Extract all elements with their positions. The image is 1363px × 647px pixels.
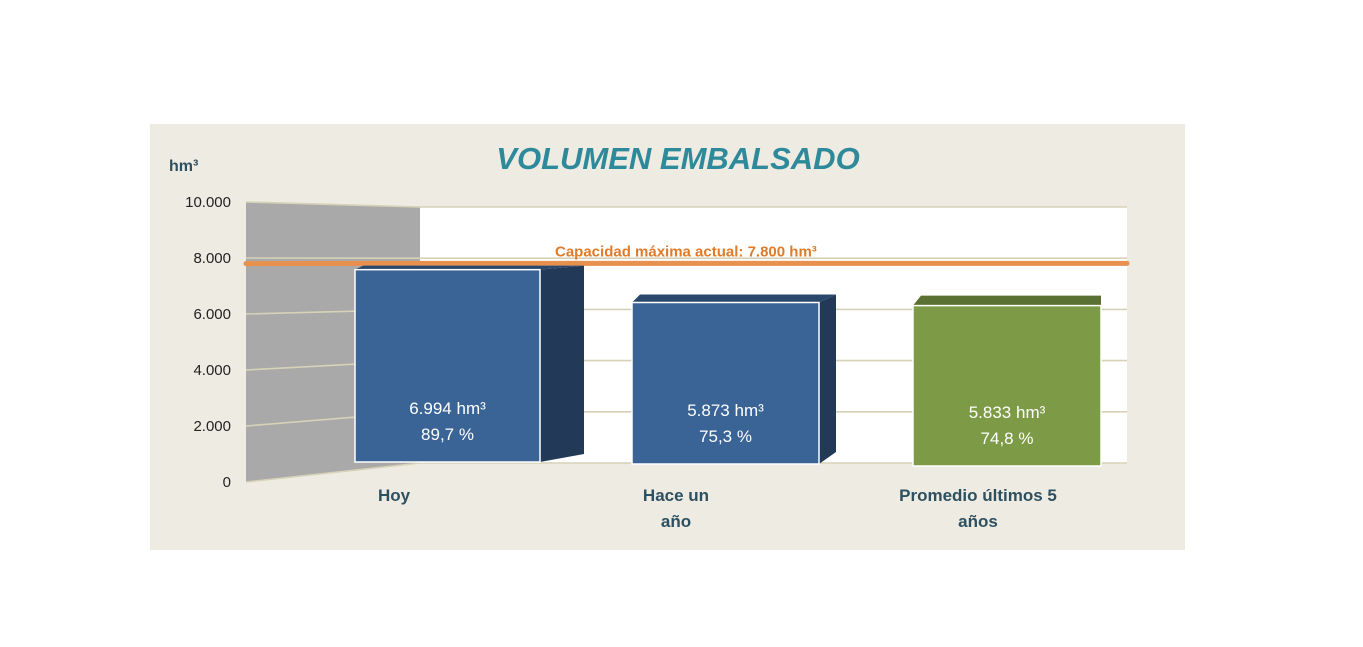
bar-chart: VOLUMEN EMBALSADO hm³ 0 2.000 4.000 6.000 8.… [169,141,1130,531]
chart-panel: VOLUMEN EMBALSADO hm³ 0 2.000 4.000 6.000 8.… [150,124,1185,550]
bar-front-face [912,304,1102,467]
category-label: Promedio últimos 5 [899,486,1057,505]
gridline [245,201,1127,208]
bar: 6.994 hm³ 89,7 % [354,265,584,463]
y-tick-label: 0 [223,474,231,491]
bar-percent-label: 75,3 % [699,427,752,446]
bar-side-face [540,265,584,462]
bar-value-label: 5.833 hm³ [969,403,1046,422]
category-label: años [958,512,998,531]
bar: 5.833 hm³ 74,8 % [912,295,1102,467]
bar-value-label: 6.994 hm³ [409,399,486,418]
y-tick-label: 2.000 [193,418,231,435]
bar-side-face [819,294,836,464]
y-tick-label: 4.000 [193,362,231,379]
y-axis-unit: hm³ [169,158,198,175]
chart-title: VOLUMEN EMBALSADO [496,141,859,176]
bar-top-face [632,294,836,303]
bar-top-face [355,265,584,270]
category-label: Hace un [643,486,709,505]
category-label: año [661,512,691,531]
category-label: Hoy [378,486,411,505]
bar-front-face [631,301,820,465]
bar: 5.873 hm³ 75,3 % [631,294,836,465]
category-labels: Hoy Hace un año Promedio últimos 5 años [378,486,1057,531]
capacity-label: Capacidad máxima actual: 7.800 hm³ [555,243,817,260]
capacity-reference: Capacidad máxima actual: 7.800 hm³ [243,243,1130,267]
bar-percent-label: 89,7 % [421,425,474,444]
y-tick-label: 10.000 [185,194,231,211]
y-axis-ticks: 0 2.000 4.000 6.000 8.000 10.000 [185,194,231,491]
bar-percent-label: 74,8 % [981,429,1034,448]
bar-front-face [354,268,541,463]
bar-top-face [913,295,1101,306]
y-tick-label: 8.000 [193,250,231,267]
gridline [245,462,1127,483]
bar-value-label: 5.873 hm³ [687,401,764,420]
bars: 6.994 hm³ 89,7 % 5.873 hm³ 75,3 % 5.833 hm³ 7… [354,265,1102,467]
y-tick-label: 6.000 [193,306,231,323]
